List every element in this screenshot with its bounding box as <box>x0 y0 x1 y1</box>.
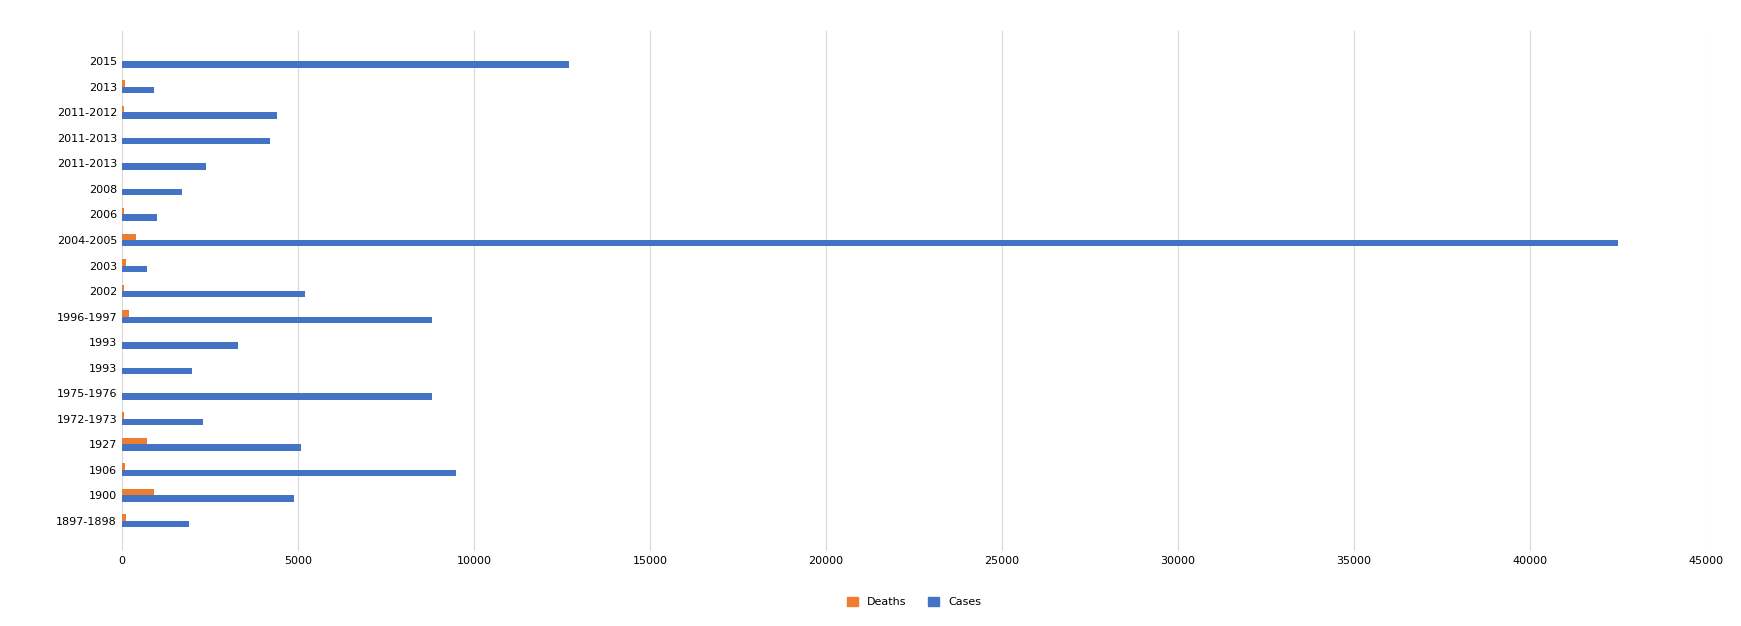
Legend: Deaths, Cases: Deaths, Cases <box>843 593 985 612</box>
Bar <box>122 189 181 195</box>
Bar <box>122 138 270 144</box>
Bar <box>122 215 157 221</box>
Bar <box>122 87 153 93</box>
Bar <box>122 240 1617 247</box>
Bar <box>122 112 277 119</box>
Bar <box>122 419 204 425</box>
Bar <box>122 163 207 170</box>
Bar <box>122 81 125 87</box>
Bar <box>122 515 125 521</box>
Bar <box>122 310 129 317</box>
Bar <box>122 317 432 323</box>
Bar <box>122 233 136 240</box>
Bar <box>122 208 124 215</box>
Bar <box>122 367 192 374</box>
Bar <box>122 265 146 272</box>
Bar <box>122 438 146 444</box>
Bar <box>122 291 305 297</box>
Bar <box>122 106 124 112</box>
Bar <box>122 463 125 470</box>
Bar <box>122 285 124 291</box>
Bar <box>122 342 239 349</box>
Bar <box>122 521 188 527</box>
Bar <box>122 413 124 419</box>
Bar <box>122 444 301 451</box>
Bar <box>122 470 456 476</box>
Bar <box>122 259 125 265</box>
Bar <box>122 495 294 501</box>
Bar <box>122 489 153 495</box>
Bar <box>122 393 432 399</box>
Bar <box>122 61 569 68</box>
